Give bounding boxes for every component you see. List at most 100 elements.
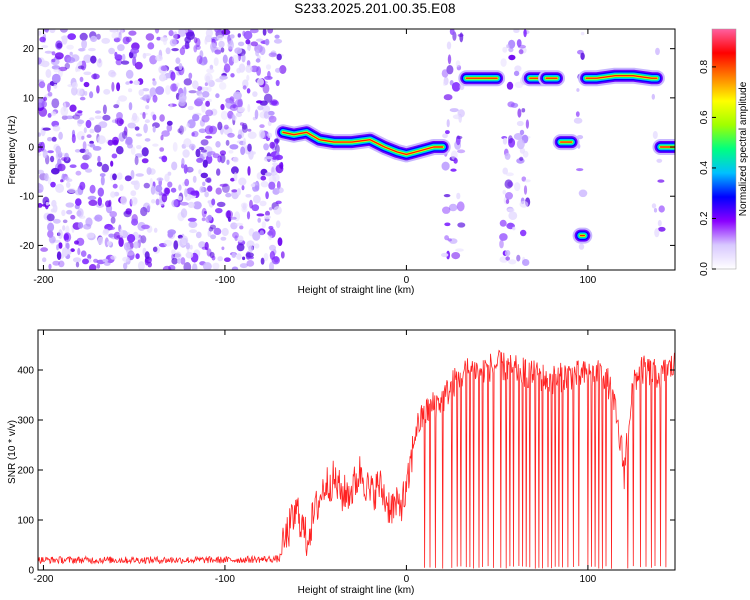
noise-blob [144,138,151,142]
noise-blob [152,80,157,86]
noise-blob [110,191,116,198]
noise-blob [508,47,514,53]
noise-blob [155,184,163,193]
noise-blob [149,177,153,188]
noise-blob [219,150,226,156]
noise-blob [85,168,93,173]
noise-blob [269,244,276,251]
colorbar-ticks: 0.0 0.2 0.4 0.6 0.8 [699,60,716,276]
noise-blob [232,54,240,64]
noise-blob [240,146,246,155]
noise-blob [51,167,60,175]
noise-blob [188,221,198,229]
noise-blob [84,91,88,96]
noise-blob [522,259,530,266]
noise-blob [51,136,57,142]
noise-blob [102,104,107,115]
noise-blob [83,71,92,76]
noise-blob [128,88,133,93]
noise-blob [277,237,283,247]
noise-blob [75,170,82,176]
noise-blob [245,252,254,258]
noise-blob [164,173,170,182]
noise-blob [275,67,281,73]
noise-blob [97,135,106,145]
noise-blob [444,222,451,227]
noise-blob [204,82,208,87]
spectrogram-x-ticks: -200 -100 0 100 [33,29,597,286]
noise-blob [505,199,510,204]
noise-blob [514,81,524,89]
noise-blob [192,114,200,122]
noise-blob [169,103,173,109]
noise-blob [500,58,507,67]
noise-blob [127,143,133,149]
y-tick-label: 10 [23,93,35,104]
noise-blob [450,168,457,172]
noise-blob [230,73,235,78]
noise-blob [651,203,657,209]
noise-blob [502,137,508,145]
noise-blob [258,129,265,139]
noise-blob [447,54,452,65]
spectrogram-y-label: Frequency (Hz) [7,116,18,185]
noise-blob [178,29,187,37]
noise-blob [102,114,111,121]
noise-blob [189,229,198,234]
noise-blob [212,262,220,270]
noise-blob [237,235,244,243]
noise-blob [69,164,77,168]
noise-blob [226,159,230,165]
noise-blob [144,251,150,260]
noise-blob [445,130,450,135]
noise-blob [196,157,204,163]
noise-blob [651,93,655,100]
noise-blob [52,204,58,213]
noise-blob [241,53,246,63]
noise-blob [203,211,207,214]
noise-blob [122,256,130,262]
noise-blob [456,135,463,140]
noise-blob [38,203,43,208]
noise-blob [252,151,256,155]
noise-blob [238,177,247,186]
noise-blob [137,261,145,270]
noise-blob [86,134,92,139]
noise-blob [131,218,139,226]
noise-blob [223,63,231,73]
noise-blob [141,147,149,157]
noise-blob [202,159,208,168]
noise-blob [446,41,452,50]
noise-blob [231,189,238,193]
colorbar-frame [711,28,737,270]
noise-blob [45,69,52,78]
noise-blob [183,262,192,270]
noise-blob [225,210,233,219]
noise-blob [78,48,85,52]
noise-blob [187,105,194,111]
noise-blob [129,80,133,84]
noise-blob [70,248,75,253]
noise-blob [217,256,223,262]
noise-blob [178,92,187,103]
noise-blob [144,119,150,124]
noise-blob [152,143,159,147]
noise-blob [254,243,260,249]
noise-blob [110,160,114,167]
noise-blob [450,150,458,161]
noise-blob [268,52,277,58]
noise-blob [107,226,116,231]
noise-blob [508,211,518,220]
noise-blob [101,163,110,173]
noise-blob [242,256,246,261]
noise-blob [156,36,161,41]
noise-blob [518,49,524,55]
noise-blob [267,132,273,138]
noise-blob [109,211,117,218]
noise-blob [242,85,247,90]
noise-blob [516,254,521,262]
x-tick-label: 100 [580,574,597,585]
noise-blob [119,119,125,125]
noise-blob [656,158,663,163]
noise-blob [522,150,529,158]
